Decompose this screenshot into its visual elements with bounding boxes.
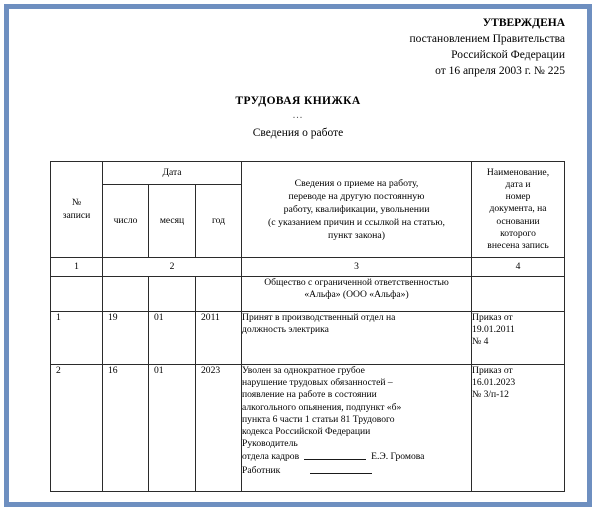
row-2-day: 16: [102, 364, 149, 492]
header-doc-line-3: номер: [505, 191, 531, 203]
header-doc-line-7: внесена запись: [487, 240, 549, 251]
header-info-line-2: переводе на другую постоянную: [288, 191, 425, 202]
row-2-info-line-2: нарушение трудовых обязанностей –: [242, 377, 393, 389]
header-doc-line-5: основании: [496, 215, 540, 227]
row-2-doc-line-3: № 3/п-12: [472, 389, 509, 401]
page-title: ТРУДОВАЯ КНИЖКА: [235, 95, 361, 107]
row-1-year: 2011: [194, 311, 243, 365]
header-doc-line-2: дата и: [505, 178, 531, 190]
work-record-table: № записи Дата Сведения о приеме на работ…: [50, 161, 566, 492]
header-info-line-5: пункт закона): [328, 230, 385, 241]
document-frame: УТВЕРЖДЕНА постановлением Правительства …: [4, 4, 592, 507]
row-2-info-line-3: появление на работе в состоянии: [242, 389, 377, 401]
document-sheet: УТВЕРЖДЕНА постановлением Правительства …: [9, 9, 587, 502]
approval-line-3: Российской Федерации: [451, 49, 565, 61]
signature-worker-label: Работник: [242, 464, 281, 476]
row-2-doc-line-2: 16.01.2023: [472, 377, 516, 389]
table-header-row-2: число месяц год: [51, 184, 565, 258]
row-1-info-line-1: Принят в производственный отдел на: [242, 312, 396, 323]
org-row-year: [194, 276, 243, 312]
header-day: число: [102, 184, 149, 258]
column-number-4: 4: [471, 257, 566, 277]
approval-block: УТВЕРЖДЕНА постановлением Правительства …: [265, 15, 565, 79]
header-info-line-1: Сведения о приеме на работу,: [294, 178, 419, 189]
signature-worker-line: [310, 464, 373, 474]
approval-line-1: УТВЕРЖДЕНА: [482, 17, 565, 29]
row-2-info-line-1: Уволен за однократное грубое: [242, 365, 365, 376]
signature-head-label: отдела кадров: [242, 451, 300, 463]
header-year: год: [194, 184, 243, 258]
row-1-month: 01: [148, 311, 196, 365]
signature-head-line: [304, 450, 367, 461]
table-header-row-1: № записи Дата Сведения о приеме на работ…: [50, 161, 566, 258]
column-number-row: 1 2 3 4: [50, 257, 566, 277]
header-document: Наименование, дата и номер документа, на…: [471, 161, 566, 258]
row-1-document: Приказ от 19.01.2011 № 4: [471, 311, 566, 365]
header-month: месяц: [148, 184, 196, 258]
header-info: Сведения о приеме на работу, переводе на…: [241, 161, 473, 258]
table-row-organization: Общество с ограниченной ответственностью…: [50, 276, 566, 312]
row-1-no: 1: [50, 311, 103, 365]
signature-block: Руководитель отдела кадров Е.Э. Громова Р…: [242, 438, 471, 477]
approval-line-2: постановлением Правительства: [409, 33, 565, 45]
signature-head-row: отдела кадров Е.Э. Громова: [242, 450, 471, 463]
org-row-name: Общество с ограниченной ответственностью…: [241, 276, 473, 312]
row-2-year: 2023: [194, 364, 243, 492]
row-2-doc-line-1: Приказ от: [472, 365, 513, 376]
header-doc-line-4: документа, на: [489, 203, 547, 215]
row-2-document: Приказ от 16.01.2023 № 3/п-12: [471, 364, 566, 492]
row-2-info-line-5: пункта 6 части 1 статьи 81 Трудового: [242, 413, 395, 425]
header-record-no-line-1: №: [71, 197, 82, 209]
row-2-no: 2: [50, 364, 103, 492]
table-row: 2 16 01 2023 Уволен за однократное грубо…: [50, 364, 566, 492]
header-info-line-4: (с указанием причин и ссылкой на статью,: [268, 217, 445, 228]
column-number-2: 2: [101, 257, 243, 277]
row-1-doc-line-1: Приказ от: [472, 312, 513, 323]
org-row-document: [471, 276, 566, 312]
table-row: 1 19 01 2011 Принят в производственный о…: [50, 311, 566, 365]
row-2-info: Уволен за однократное грубое нарушение т…: [241, 364, 473, 492]
header-record-no: № записи: [50, 161, 103, 258]
page-subtitle: Сведения о работе: [252, 127, 344, 139]
row-2-month: 01: [148, 364, 196, 492]
header-doc-line-1: Наименование,: [486, 166, 550, 178]
column-number-1: 1: [50, 257, 103, 277]
signature-worker-row: Работник: [242, 464, 471, 477]
approval-line-4: от 16 апреля 2003 г. № 225: [435, 65, 565, 77]
org-row-month: [148, 276, 196, 312]
row-1-info: Принят в производственный отдел на должн…: [241, 311, 473, 365]
row-1-doc-line-3: № 4: [472, 336, 489, 348]
org-name-line-2: «Альфа» (ООО «Альфа»): [304, 289, 409, 301]
signature-head-name: Е.Э. Громова: [371, 451, 425, 463]
org-name-line-1: Общество с ограниченной ответственностью: [264, 277, 449, 288]
row-1-doc-line-2: 19.01.2011: [472, 324, 515, 336]
row-2-info-line-6: кодекса Российской Федерации: [242, 426, 371, 438]
header-record-no-line-2: записи: [62, 209, 91, 221]
title-ellipsis: ...: [292, 110, 304, 121]
header-doc-line-6: которого: [500, 227, 536, 239]
signature-head-line-1: Руководитель: [242, 438, 298, 450]
header-date-group: Дата: [101, 161, 243, 185]
row-1-info-line-2: должность электрика: [242, 324, 329, 336]
row-1-day: 19: [102, 311, 149, 365]
header-info-line-3: работу, квалификации, увольнении: [283, 204, 430, 215]
org-row-day: [102, 276, 149, 312]
column-number-3: 3: [241, 257, 473, 277]
row-2-info-line-4: алкогольного опьянения, подпункт «б»: [242, 401, 402, 413]
org-row-no: [50, 276, 103, 312]
